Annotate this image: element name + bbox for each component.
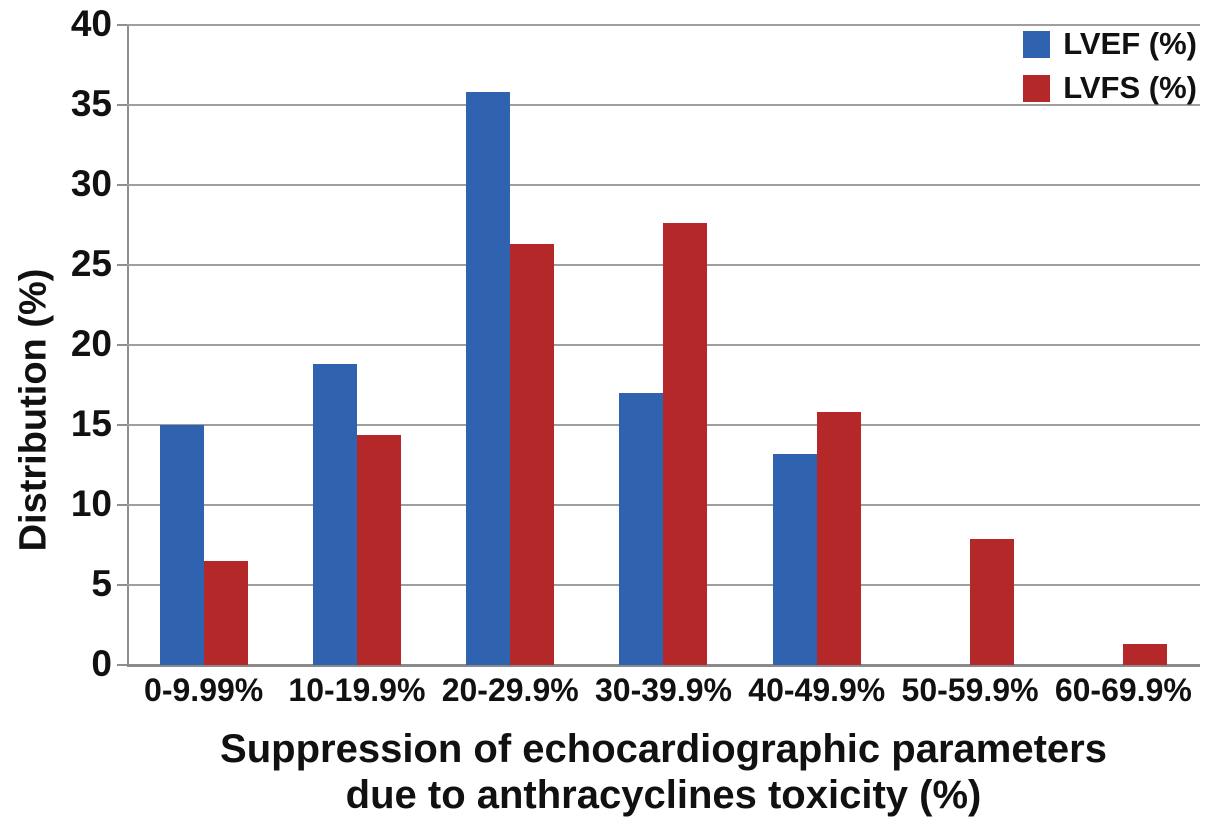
bar-groups: [127, 25, 1200, 665]
bar-lvfs: [663, 223, 708, 665]
y-axis-line: [127, 25, 129, 667]
bar-lvef: [772, 453, 817, 665]
y-tick-mark: [117, 584, 127, 586]
y-tick-label: 40: [70, 3, 112, 45]
y-tick-mark: [117, 504, 127, 506]
x-axis-title-line2: due to anthracyclines toxicity (%): [345, 773, 982, 817]
x-tick-label: 30-39.9%: [594, 672, 732, 708]
y-tick-label: 35: [70, 83, 112, 125]
y-axis-tick-labels: 0 5 10 15 20 25 30 35 40: [0, 3, 112, 684]
bar-group: [893, 25, 1046, 665]
bar-group: [127, 25, 280, 665]
legend-label-lvfs: LVFS (%): [1063, 70, 1197, 105]
legend-item-lvef: LVEF (%): [1023, 26, 1197, 62]
y-tick-label: 25: [70, 243, 112, 285]
bar-lvfs: [356, 434, 401, 665]
gridline: [127, 24, 1200, 26]
y-tick-label: 20: [70, 323, 112, 365]
y-tick-label: 0: [91, 643, 112, 685]
bar-lvfs: [203, 561, 248, 665]
y-tick-mark: [117, 344, 127, 346]
bar-lvfs: [970, 538, 1015, 665]
y-tick-label: 15: [70, 403, 112, 445]
gridline: [127, 184, 1200, 186]
y-tick-mark: [117, 104, 127, 106]
bar-lvfs: [1123, 644, 1168, 665]
y-tick-mark: [117, 24, 127, 26]
y-tick-mark: [117, 664, 127, 666]
lvef-color-swatch-icon: [1023, 30, 1051, 58]
legend: LVEF (%) LVFS (%): [1023, 26, 1197, 106]
y-tick-label: 30: [70, 163, 112, 205]
bar-lvfs: [510, 244, 555, 665]
plot-area: [127, 25, 1200, 665]
bar-group: [1047, 25, 1200, 665]
bar-group: [587, 25, 740, 665]
lvfs-color-swatch-icon: [1023, 74, 1051, 102]
y-tick-mark: [117, 264, 127, 266]
bar-lvef: [159, 425, 204, 665]
x-tick-label: 40-49.9%: [748, 672, 886, 708]
x-tick-label: 10-19.9%: [288, 672, 426, 708]
y-tick-mark: [117, 184, 127, 186]
bar-lvef: [312, 364, 357, 665]
x-axis-line: [127, 664, 1200, 667]
y-axis-title: Distribution (%): [12, 268, 55, 552]
x-tick-label: 60-69.9%: [1054, 672, 1192, 708]
bar-group: [740, 25, 893, 665]
y-tick-label: 10: [70, 483, 112, 525]
x-axis-title-line1: Suppression of echocardiographic paramet…: [220, 727, 1107, 771]
legend-item-lvfs: LVFS (%): [1023, 70, 1197, 106]
bar-lvef: [619, 393, 664, 665]
x-axis-tick-labels: 0-9.99% 10-19.9% 20-29.9% 30-39.9% 40-49.9% 5…: [127, 672, 1200, 709]
bar-lvef: [466, 92, 511, 665]
x-axis-title: Suppression of echocardiographic paramet…: [127, 726, 1200, 818]
bar-group: [280, 25, 433, 665]
x-tick-label: 50-59.9%: [901, 672, 1039, 708]
y-tick-label: 5: [91, 563, 112, 605]
x-tick-label: 20-29.9%: [441, 672, 579, 708]
x-tick-label: 0-9.99%: [144, 672, 264, 708]
legend-label-lvef: LVEF (%): [1063, 26, 1197, 61]
y-tick-mark: [117, 424, 127, 426]
bar-lvfs: [816, 412, 861, 665]
gridline: [127, 104, 1200, 106]
bar-group: [434, 25, 587, 665]
